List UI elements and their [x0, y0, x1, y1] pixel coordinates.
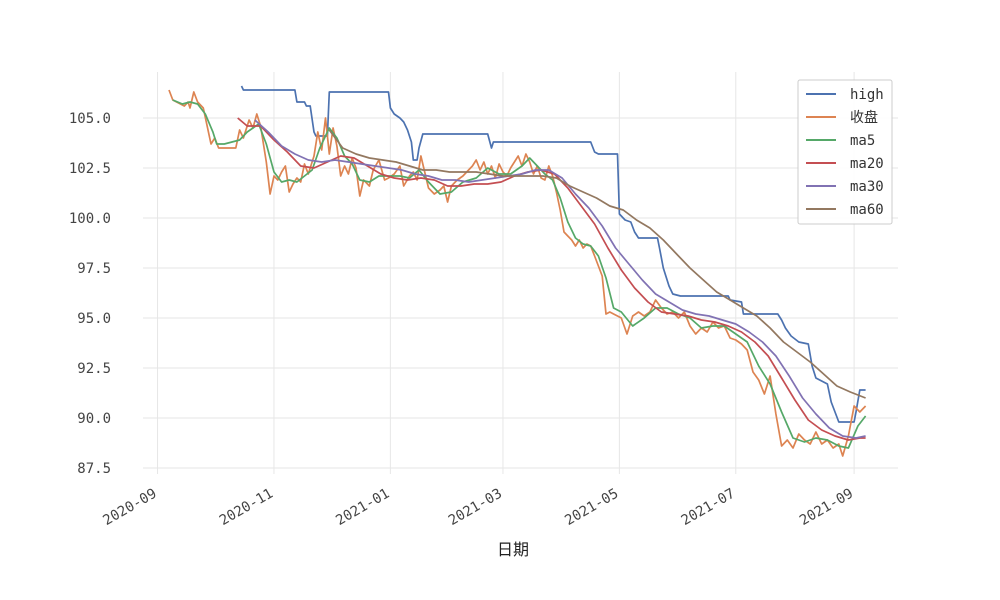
- y-tick-label: 87.5: [77, 461, 111, 477]
- y-tick-label: 90.0: [77, 411, 111, 427]
- y-tick-label: 100.0: [69, 211, 111, 227]
- y-tick-label: 97.5: [77, 261, 111, 277]
- legend-label-close[interactable]: 收盘: [850, 109, 878, 126]
- y-axis: 87.5 90.0 92.5 95.0 97.5 100.0 102.5 105.0: [69, 111, 111, 477]
- series-line-ma5: [172, 99, 867, 449]
- series-lines: [168, 85, 867, 457]
- series-line-ma60: [328, 129, 866, 399]
- legend-label-ma5[interactable]: ma5: [850, 133, 875, 149]
- legend-label-high[interactable]: high: [850, 87, 884, 103]
- series-line-close: [168, 89, 867, 457]
- x-axis-title: 日期: [497, 540, 529, 559]
- y-tick-label: 92.5: [77, 361, 111, 377]
- y-tick-label: 105.0: [69, 111, 111, 127]
- legend-label-ma60[interactable]: ma60: [850, 202, 884, 218]
- y-tick-label: 102.5: [69, 161, 111, 177]
- series-line-ma30: [254, 119, 866, 439]
- y-tick-label: 95.0: [77, 311, 111, 327]
- legend-label-ma30[interactable]: ma30: [850, 179, 884, 195]
- grid: [143, 72, 898, 474]
- legend-label-ma20[interactable]: ma20: [850, 156, 884, 172]
- legend[interactable]: high 收盘 ma5 ma20 ma30 ma60: [797, 79, 893, 225]
- series-line-high: [240, 85, 866, 423]
